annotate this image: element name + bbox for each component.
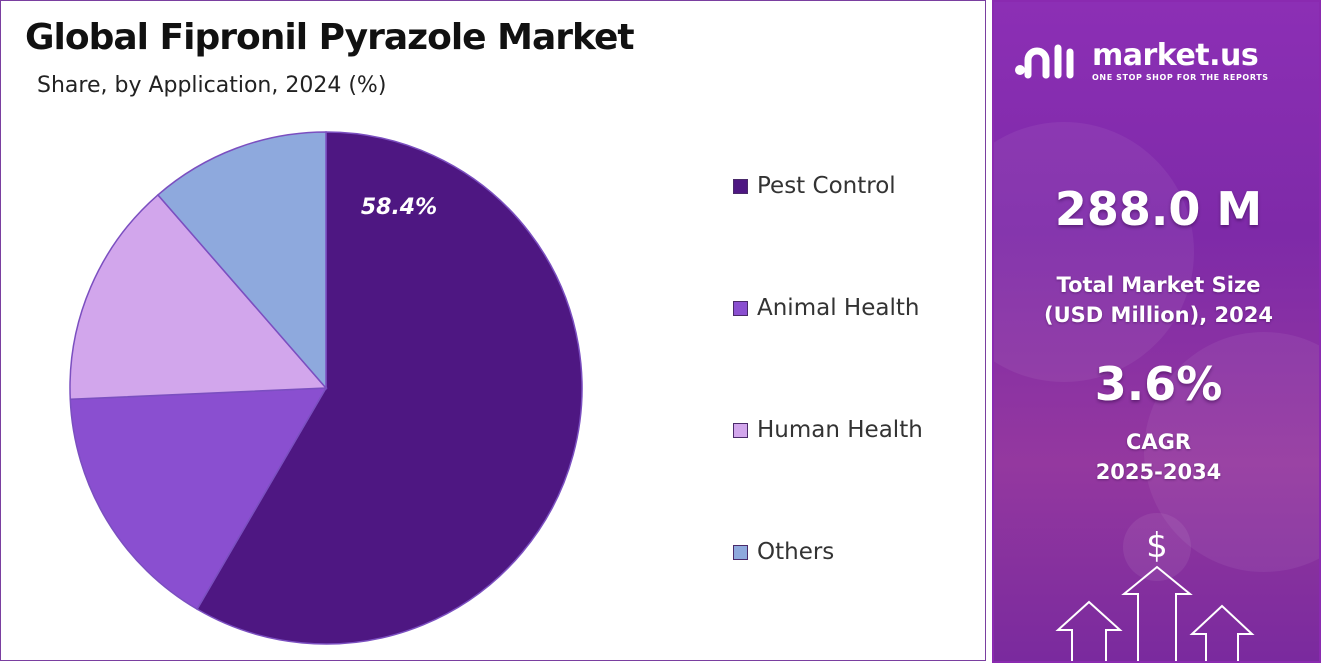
legend-swatch: [733, 300, 748, 316]
summary-panel: market.us ONE STOP SHOP FOR THE REPORTS …: [992, 0, 1321, 663]
market-us-logo-icon: [1015, 44, 1074, 79]
legend-label: Animal Health: [757, 295, 920, 321]
pie-slice-human-health: [69, 193, 328, 401]
legend-label: Human Health: [757, 417, 923, 443]
legend-item-others: Others: [733, 539, 834, 565]
pie-slice-animal-health: [69, 387, 328, 611]
legend-swatch: [733, 544, 748, 560]
growth-decoration: $: [1055, 513, 1255, 661]
pie-slice-others: [156, 131, 327, 391]
chart-panel: Global Fipronil Pyrazole Market Share, b…: [0, 0, 986, 661]
chart-title: Global Fipronil Pyrazole Market: [25, 17, 635, 58]
data-label-pest-control: 58.4%: [361, 195, 437, 220]
legend-label: Pest Control: [757, 173, 896, 199]
legend-label: Others: [757, 539, 835, 565]
dollar-icon-circle: [1123, 513, 1191, 581]
legend-item-pest-control: Pest Control: [733, 173, 896, 199]
chart-subtitle: Share, by Application, 2024 (%): [37, 73, 387, 98]
cagr-label-line1: CAGR: [1125, 430, 1192, 454]
legend-item-animal-health: Animal Health: [733, 295, 919, 321]
up-arrow-icon: [1189, 604, 1255, 661]
logo-name: market.us: [1092, 37, 1259, 73]
market-size-value: 288.0 M: [1054, 182, 1263, 236]
pie-slice-pest-control: [196, 131, 583, 645]
dollar-icon: $: [1146, 526, 1168, 566]
background-shape: [994, 122, 1194, 382]
cagr-label-line2: 2025-2034: [1095, 460, 1222, 484]
legend-item-human-health: Human Health: [733, 417, 923, 443]
legend-swatch: [733, 178, 748, 194]
up-arrow-icon: [1121, 565, 1193, 661]
cagr-value: 3.6%: [1094, 357, 1223, 411]
logo-tagline: ONE STOP SHOP FOR THE REPORTS: [1092, 72, 1269, 82]
up-arrow-icon: [1055, 600, 1123, 661]
market-size-label-line2: (USD Million), 2024: [1044, 303, 1273, 327]
brand-logo[interactable]: market.us ONE STOP SHOP FOR THE REPORTS: [1014, 40, 1269, 82]
pie-chart: 58.4%: [69, 131, 583, 645]
legend-swatch: [733, 422, 748, 438]
market-size-label-line1: Total Market Size: [1056, 273, 1261, 297]
